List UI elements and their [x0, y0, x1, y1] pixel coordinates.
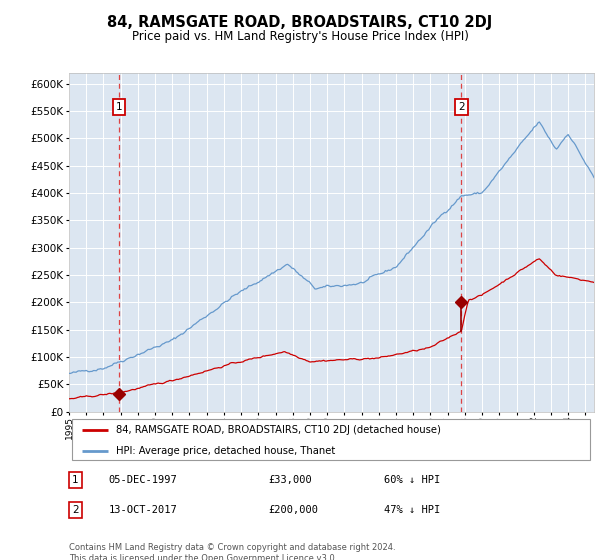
Text: 84, RAMSGATE ROAD, BROADSTAIRS, CT10 2DJ (detached house): 84, RAMSGATE ROAD, BROADSTAIRS, CT10 2DJ… — [116, 424, 441, 435]
Text: 2: 2 — [72, 505, 79, 515]
Text: HPI: Average price, detached house, Thanet: HPI: Average price, detached house, Than… — [116, 446, 335, 456]
FancyBboxPatch shape — [71, 419, 590, 460]
Text: 84, RAMSGATE ROAD, BROADSTAIRS, CT10 2DJ: 84, RAMSGATE ROAD, BROADSTAIRS, CT10 2DJ — [107, 15, 493, 30]
Text: £200,000: £200,000 — [269, 505, 319, 515]
Text: 1: 1 — [116, 102, 122, 111]
Text: 1: 1 — [72, 475, 79, 485]
Text: Contains HM Land Registry data © Crown copyright and database right 2024.
This d: Contains HM Land Registry data © Crown c… — [69, 543, 395, 560]
Text: 05-DEC-1997: 05-DEC-1997 — [109, 475, 177, 485]
Text: £33,000: £33,000 — [269, 475, 312, 485]
Text: 60% ↓ HPI: 60% ↓ HPI — [384, 475, 440, 485]
Text: Price paid vs. HM Land Registry's House Price Index (HPI): Price paid vs. HM Land Registry's House … — [131, 30, 469, 43]
Text: 47% ↓ HPI: 47% ↓ HPI — [384, 505, 440, 515]
Text: 2: 2 — [458, 102, 464, 111]
Text: 13-OCT-2017: 13-OCT-2017 — [109, 505, 177, 515]
